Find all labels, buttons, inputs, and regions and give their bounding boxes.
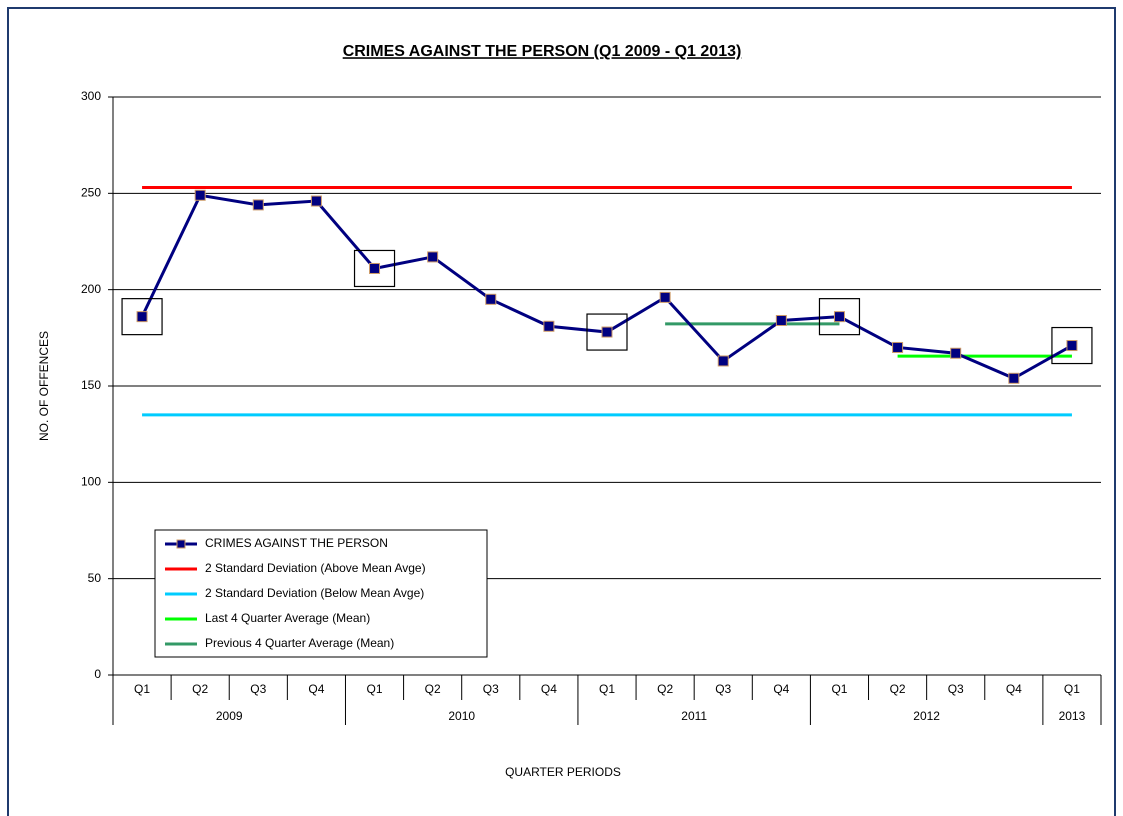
point: [892, 341, 904, 353]
x-tick-label: Q4: [308, 682, 324, 696]
x-tick-label: Q3: [483, 682, 499, 696]
x-group-label: 2011: [681, 709, 707, 723]
x-group-label: 2013: [1059, 709, 1086, 723]
highlight-box: [818, 298, 861, 336]
x-tick-label: Q3: [250, 682, 266, 696]
y-tick-label: 0: [94, 667, 101, 681]
chart-border: [7, 7, 1116, 816]
y-tick-label: 200: [81, 282, 101, 296]
point: [427, 251, 439, 263]
legend-label: Previous 4 Quarter Average (Mean): [205, 636, 394, 650]
legend-label: 2 Standard Deviation (Below Mean Avge): [205, 586, 424, 600]
x-tick-label: Q1: [367, 682, 383, 696]
point: [1008, 372, 1020, 384]
highlight-box: [586, 313, 628, 351]
legend-label: 2 Standard Deviation (Above Mean Avge): [205, 561, 426, 575]
point: [369, 262, 381, 274]
point: [950, 347, 962, 359]
point: [485, 293, 497, 305]
point: [310, 195, 322, 207]
x-group-label: 2009: [216, 709, 243, 723]
x-axis-title: QUARTER PERIODS: [505, 765, 621, 779]
x-tick-label: Q1: [599, 682, 615, 696]
point: [252, 199, 264, 211]
legend-marker: [176, 539, 186, 549]
x-tick-label: Q3: [715, 682, 731, 696]
x-tick-label: Q2: [192, 682, 208, 696]
y-tick-label: 300: [81, 89, 101, 103]
legend-label: CRIMES AGAINST THE PERSON: [205, 536, 388, 550]
point: [717, 355, 729, 367]
point: [136, 311, 148, 323]
series-line: [140, 193, 1073, 380]
x-tick-label: Q2: [657, 682, 673, 696]
highlight-box: [1051, 326, 1093, 365]
x-tick-label: Q4: [1006, 682, 1022, 696]
y-tick-label: 100: [81, 475, 101, 489]
point: [194, 189, 206, 201]
x-tick-label: Q3: [948, 682, 964, 696]
highlight-box: [353, 249, 396, 288]
point: [833, 311, 845, 323]
x-tick-label: Q4: [541, 682, 557, 696]
chart-title: CRIMES AGAINST THE PERSON (Q1 2009 - Q1 …: [343, 43, 742, 60]
point: [601, 326, 613, 338]
legend-box: [154, 529, 488, 658]
highlight-box: [121, 298, 163, 336]
point: [1066, 340, 1078, 352]
x-group-label: 2012: [913, 709, 940, 723]
point: [659, 291, 671, 303]
x-tick-label: Q1: [831, 682, 847, 696]
legend-label: Last 4 Quarter Average (Mean): [205, 611, 370, 625]
y-tick-label: 50: [88, 571, 102, 585]
point: [543, 320, 555, 332]
y-axis-title: NO. OF OFFENCES: [37, 331, 51, 441]
x-tick-label: Q2: [425, 682, 441, 696]
y-tick-label: 150: [81, 378, 101, 392]
point: [775, 314, 787, 326]
y-tick-label: 250: [81, 186, 101, 200]
x-tick-label: Q4: [773, 682, 789, 696]
x-tick-label: Q2: [890, 682, 906, 696]
x-tick-label: Q1: [1064, 682, 1080, 696]
x-group-label: 2010: [448, 709, 475, 723]
x-tick-label: Q1: [134, 682, 150, 696]
